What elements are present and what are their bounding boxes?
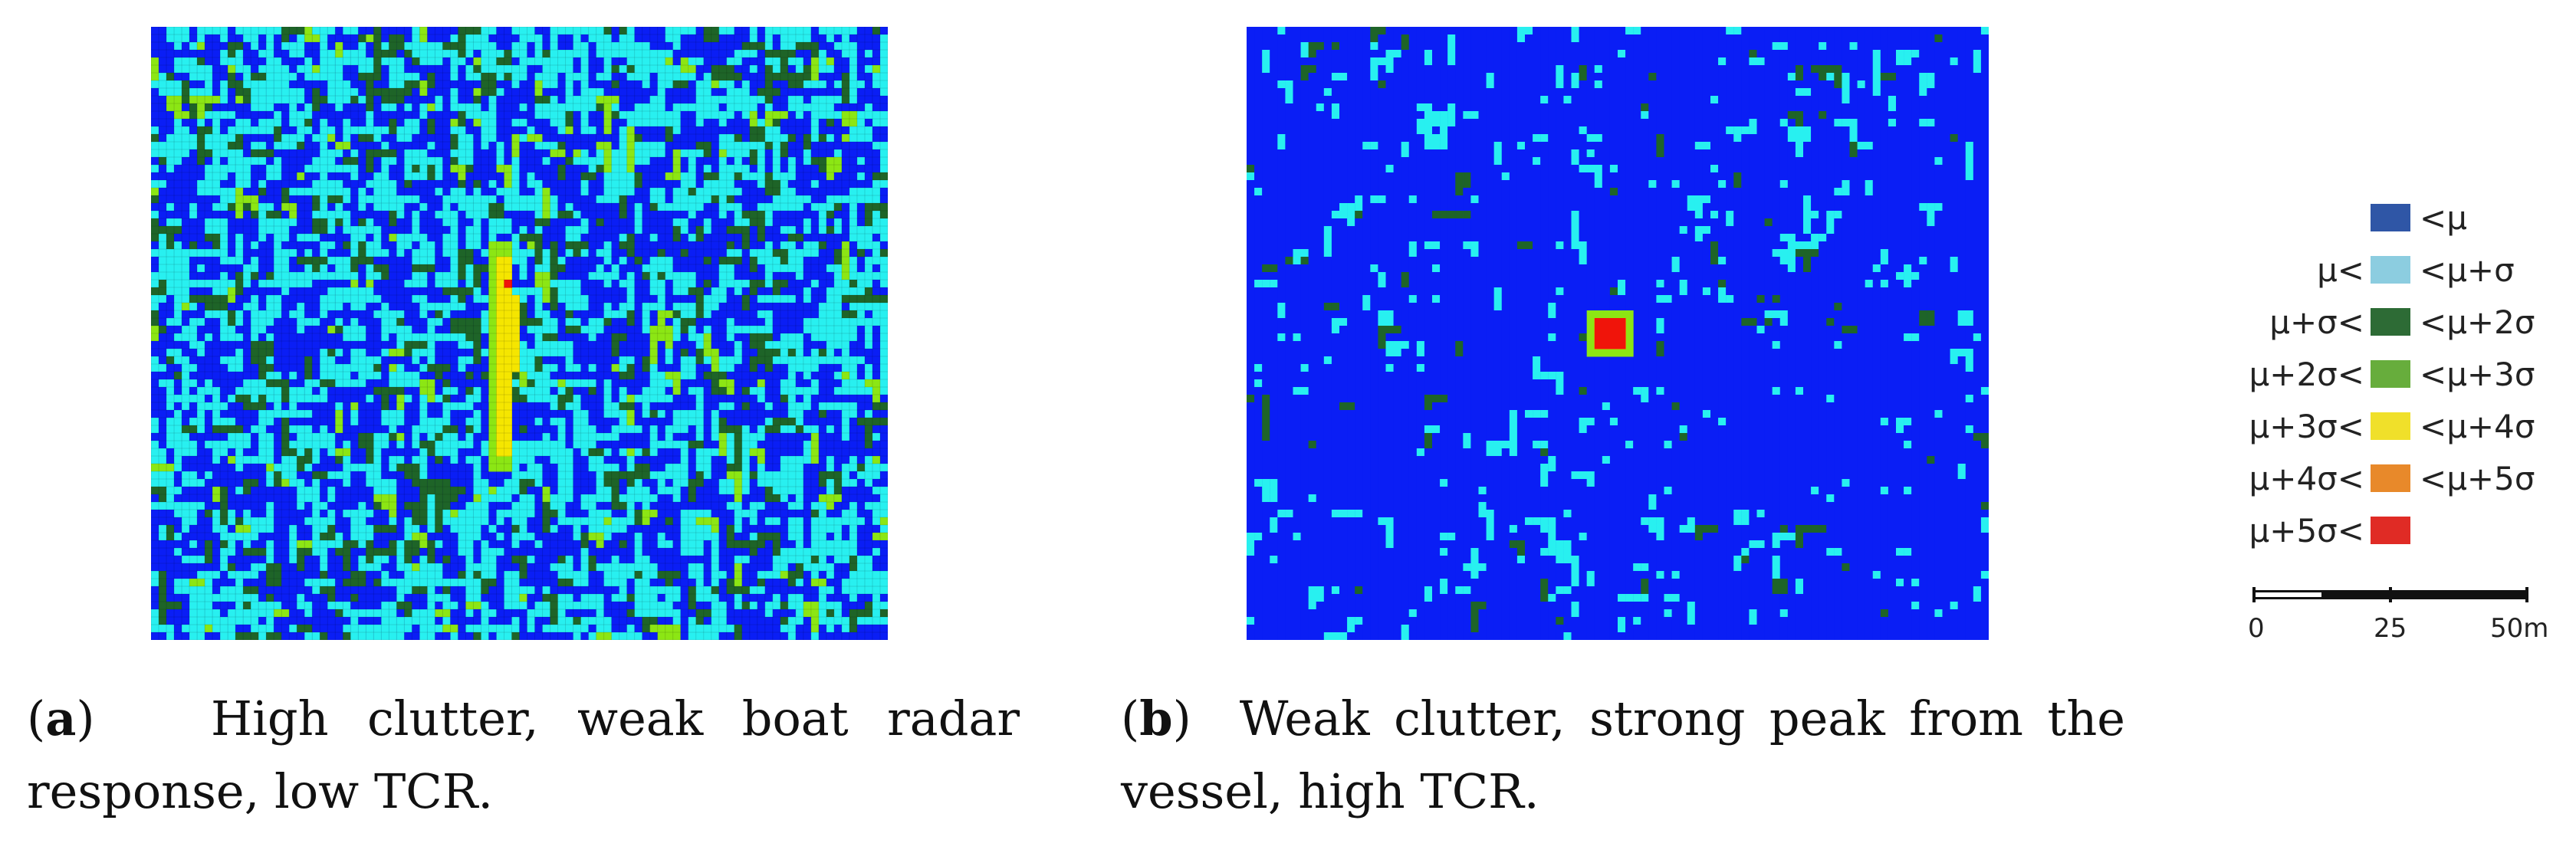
legend-item: <μ xyxy=(2223,201,2561,236)
legend-item: μ+4σ< <μ+5σ xyxy=(2223,461,2561,497)
scale-bar-tick xyxy=(2389,587,2392,602)
legend-swatch xyxy=(2371,517,2410,544)
legend-swatch xyxy=(2371,204,2410,231)
legend-upper-label: <μ+2σ xyxy=(2420,303,2535,341)
caption-a: (a) High clutter, weak boat radar respon… xyxy=(27,691,1020,819)
legend-item: μ+5σ< xyxy=(2223,513,2561,549)
legend-swatch xyxy=(2371,256,2410,284)
legend-item: μ+3σ< <μ+4σ xyxy=(2223,409,2561,445)
scale-bar-tick xyxy=(2252,587,2256,602)
legend-item: μ+2σ< <μ+3σ xyxy=(2223,357,2561,392)
legend-swatch xyxy=(2371,308,2410,336)
caption-b: (b) Weak clutter, strong peak from the v… xyxy=(1121,691,2125,819)
legend-lower-label: μ+4σ< xyxy=(2249,460,2364,497)
legend-upper-label: <μ+4σ xyxy=(2420,408,2535,445)
scale-label-50m: 50m xyxy=(2490,613,2549,644)
legend-swatch xyxy=(2371,412,2410,440)
caption-a-letter: a xyxy=(45,691,77,746)
caption-a-text: High clutter, weak boat radar response, … xyxy=(27,691,1020,819)
scale-bar-segment xyxy=(2321,590,2390,599)
scale-label-25: 25 xyxy=(2374,613,2407,644)
heatmap-panel-b xyxy=(1247,27,1989,640)
legend-lower-label: μ+2σ< xyxy=(2249,356,2364,393)
legend-upper-label: <μ+σ xyxy=(2420,251,2515,289)
legend-item: μ< <μ+σ xyxy=(2223,253,2561,288)
scale-label-0: 0 xyxy=(2248,613,2265,644)
scale-bar-segment xyxy=(2390,590,2528,599)
legend-upper-label: <μ+5σ xyxy=(2420,460,2535,497)
scale-bar-tick xyxy=(2525,587,2528,602)
legend-upper-label: <μ+3σ xyxy=(2420,356,2535,393)
legend-upper-label: <μ xyxy=(2420,199,2467,237)
caption-b-letter: b xyxy=(1139,691,1173,746)
caption-b-text: Weak clutter, strong peak from the vesse… xyxy=(1121,691,2125,819)
radar-heatmap-b xyxy=(1247,27,1989,640)
legend-item: μ+σ< <μ+2σ xyxy=(2223,305,2561,340)
heatmap-panel-a xyxy=(151,27,888,640)
scale-bar xyxy=(2252,587,2528,605)
legend-lower-label: μ+σ< xyxy=(2269,303,2364,341)
radar-heatmap-a xyxy=(151,27,888,640)
legend-lower-label: μ< xyxy=(2317,251,2364,289)
legend-swatch xyxy=(2371,464,2410,492)
legend-lower-label: μ+3σ< xyxy=(2249,408,2364,445)
legend-swatch xyxy=(2371,360,2410,388)
legend-lower-label: μ+5σ< xyxy=(2249,512,2364,550)
legend: <μ μ< <μ+σ μ+σ< <μ+2σ μ+2σ< <μ+3σ μ+3σ< … xyxy=(2223,201,2561,645)
